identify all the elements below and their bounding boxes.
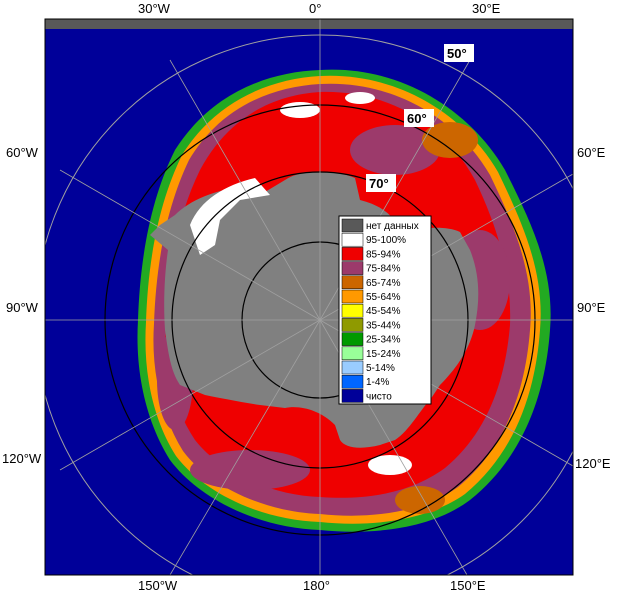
legend-label: 5-14% [366, 363, 395, 374]
lat-label-70: 70° [369, 176, 389, 191]
lat-label-box-70 [366, 174, 396, 192]
map-border [44, 18, 574, 576]
legend-swatch [341, 261, 364, 275]
legend-label: 95-100% [366, 235, 406, 246]
lat-label-60: 60° [407, 111, 427, 126]
label-bottom-150e: 150°E [450, 578, 486, 593]
legend-label: нет данных [366, 221, 419, 232]
ice-patch [422, 122, 478, 158]
legend-label: 1-4% [366, 377, 389, 388]
label-top-30w: 30°W [138, 1, 171, 16]
legend-label: 65-74% [366, 278, 401, 289]
legend-swatch [341, 332, 364, 346]
no-data-strip [45, 19, 573, 29]
label-bottom-180: 180° [303, 578, 330, 593]
legend-swatch [341, 247, 364, 261]
legend-swatch [341, 374, 364, 389]
legend-label: 25-34% [366, 335, 401, 346]
ice-zone-white [190, 178, 270, 255]
legend-label: 35-44% [366, 320, 401, 331]
ice-patch [190, 450, 310, 490]
label-top-0: 0° [309, 1, 321, 16]
legend: нет данных 95-100% 85-94% 75-84% 65-74% 55-64… [338, 215, 432, 405]
label-left-120w: 120°W [2, 451, 42, 466]
legend-swatch [341, 360, 364, 375]
legend-swatch [341, 318, 364, 332]
legend-swatch [341, 289, 364, 304]
ice-patch-white [280, 102, 320, 118]
legend-label: 55-64% [366, 292, 401, 303]
legend-label: чисто [366, 391, 392, 402]
lat-label-50: 50° [447, 46, 467, 61]
label-bottom-150w: 150°W [138, 578, 178, 593]
legend-swatch [341, 232, 364, 247]
legend-swatch [341, 303, 364, 318]
label-right-90e: 90°E [577, 300, 606, 315]
lat-label-box-60 [404, 109, 434, 127]
ice-patch [395, 486, 445, 514]
legend-label: 75-84% [366, 264, 401, 275]
legend-swatch [341, 218, 364, 233]
legend-swatch [341, 275, 364, 290]
label-top-30e: 30°E [472, 1, 501, 16]
lat-label-box-50 [444, 44, 474, 62]
legend-label: 45-54% [366, 306, 401, 317]
label-right-120e: 120°E [575, 456, 611, 471]
legend-swatch [341, 346, 364, 361]
ice-patch-white [345, 92, 375, 104]
label-right-60e: 60°E [577, 145, 606, 160]
legend-label: 15-24% [366, 349, 401, 360]
ice-patch [350, 125, 440, 175]
legend-swatch [341, 389, 364, 403]
legend-label: 85-94% [366, 249, 401, 260]
label-left-60w: 60°W [6, 145, 39, 160]
label-left-90w: 90°W [6, 300, 39, 315]
